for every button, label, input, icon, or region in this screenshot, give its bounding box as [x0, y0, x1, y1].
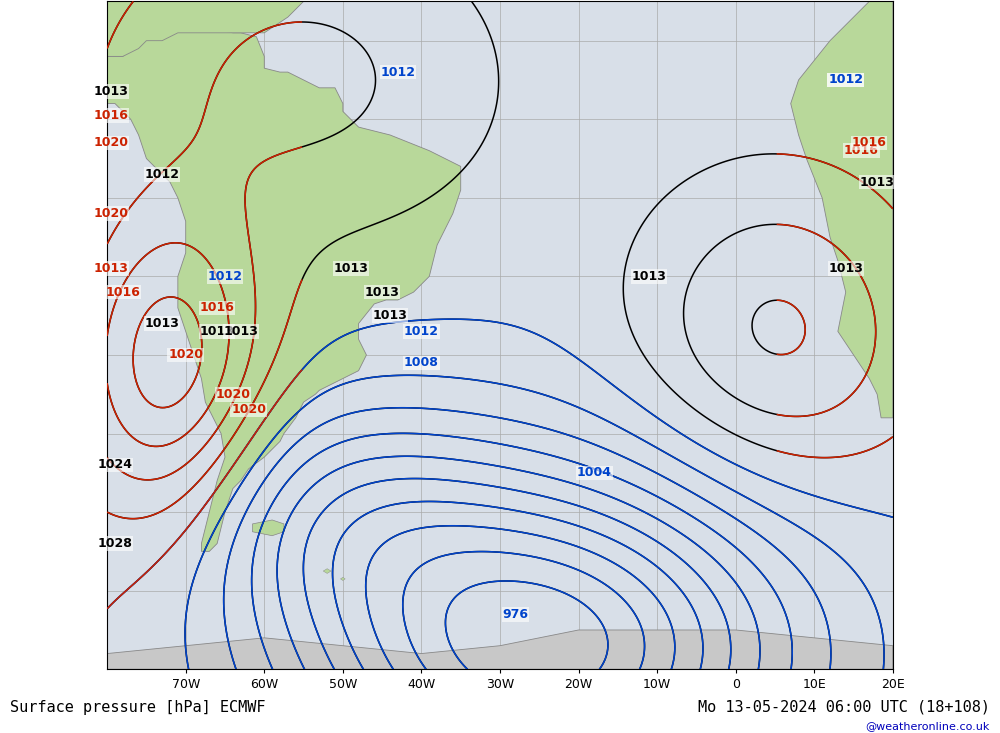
Text: 1012: 1012 [828, 73, 863, 86]
Text: 976: 976 [503, 608, 529, 621]
Polygon shape [340, 578, 345, 581]
Text: 1012: 1012 [207, 270, 242, 283]
Text: 1013: 1013 [223, 325, 258, 338]
Polygon shape [323, 569, 331, 573]
Text: Surface pressure [hPa] ECMWF: Surface pressure [hPa] ECMWF [10, 700, 266, 715]
Text: 1028: 1028 [98, 537, 132, 550]
Text: 1013: 1013 [333, 262, 368, 275]
Text: 1016: 1016 [844, 144, 879, 157]
Text: 1013: 1013 [373, 309, 407, 323]
Text: 1013: 1013 [860, 176, 895, 188]
Text: 1013: 1013 [145, 317, 180, 330]
Text: 1016: 1016 [105, 286, 140, 298]
Text: 1012: 1012 [828, 73, 863, 86]
Text: 1016: 1016 [852, 136, 887, 150]
Text: 1013: 1013 [365, 286, 400, 298]
Polygon shape [252, 520, 284, 536]
Text: 1013: 1013 [94, 262, 128, 275]
Text: 1020: 1020 [231, 403, 266, 416]
Text: Mo 13-05-2024 06:00 UTC (18+108): Mo 13-05-2024 06:00 UTC (18+108) [698, 700, 990, 715]
Text: 1008: 1008 [404, 356, 439, 369]
Text: 1004: 1004 [577, 466, 612, 479]
Text: 1020: 1020 [94, 136, 129, 150]
Polygon shape [107, 1, 304, 56]
Text: 1013: 1013 [828, 262, 863, 275]
Polygon shape [107, 25, 461, 551]
Polygon shape [791, 1, 893, 418]
Text: 1024: 1024 [97, 458, 132, 471]
Text: 1020: 1020 [168, 348, 203, 361]
Text: 1020: 1020 [94, 207, 129, 220]
Text: 1020: 1020 [215, 388, 250, 401]
Text: 1013: 1013 [94, 85, 128, 98]
Text: 1016: 1016 [200, 301, 235, 314]
Text: 1013: 1013 [200, 325, 235, 338]
Text: 1013: 1013 [632, 270, 667, 283]
Text: @weatheronline.co.uk: @weatheronline.co.uk [866, 721, 990, 732]
Text: 1012: 1012 [145, 168, 180, 181]
Text: 1012: 1012 [404, 325, 439, 338]
Text: 1016: 1016 [94, 108, 128, 122]
Polygon shape [107, 630, 893, 669]
Text: 1012: 1012 [380, 66, 415, 78]
